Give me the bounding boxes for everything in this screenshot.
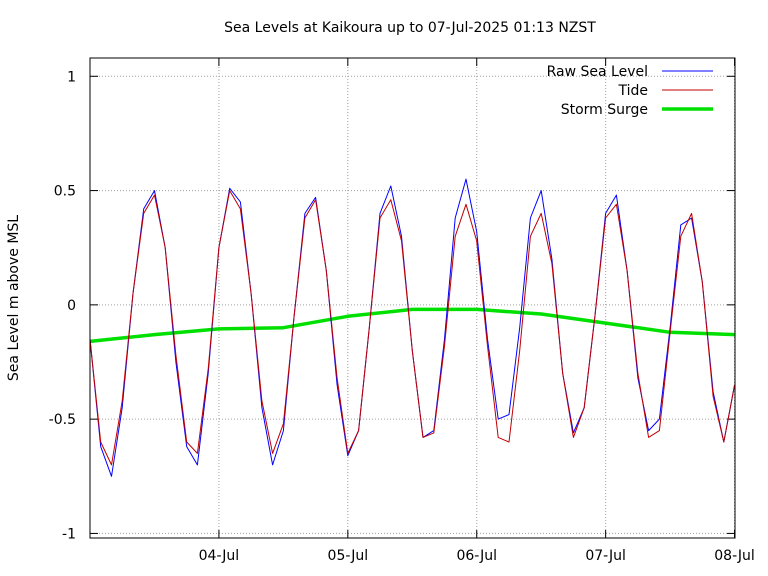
legend-label: Raw Sea Level bbox=[547, 64, 648, 80]
y-tick-label: 0 bbox=[67, 298, 76, 314]
y-tick-label: -0.5 bbox=[49, 412, 76, 428]
legend: Raw Sea Level Tide Storm Surge bbox=[547, 64, 713, 118]
legend-label: Storm Surge bbox=[561, 102, 648, 118]
x-tick-label: 07-Jul bbox=[585, 548, 626, 564]
y-axis-ticks: 1 0.5 0 -0.5 -1 bbox=[49, 69, 735, 542]
x-tick-label: 08-Jul bbox=[714, 548, 755, 564]
x-tick-label: 06-Jul bbox=[456, 548, 497, 564]
chart-title: Sea Levels at Kaikoura up to 07-Jul-2025… bbox=[224, 20, 596, 36]
x-tick-label: 04-Jul bbox=[199, 548, 240, 564]
grid-lines bbox=[90, 58, 736, 538]
series-line-tide bbox=[89, 190, 736, 466]
plot-frame bbox=[89, 57, 736, 539]
x-tick-label: 05-Jul bbox=[328, 548, 369, 564]
series-layer bbox=[89, 178, 736, 477]
y-tick-label: -1 bbox=[62, 526, 76, 542]
y-tick-label: 1 bbox=[67, 69, 76, 85]
series-line-storm-surge bbox=[89, 307, 736, 344]
legend-label: Tide bbox=[617, 83, 648, 99]
y-tick-label: 0.5 bbox=[54, 184, 76, 200]
x-axis-ticks: 04-Jul 05-Jul 06-Jul 07-Jul 08-Jul bbox=[199, 58, 755, 564]
y-axis-label: Sea Level m above MSL bbox=[6, 215, 22, 381]
